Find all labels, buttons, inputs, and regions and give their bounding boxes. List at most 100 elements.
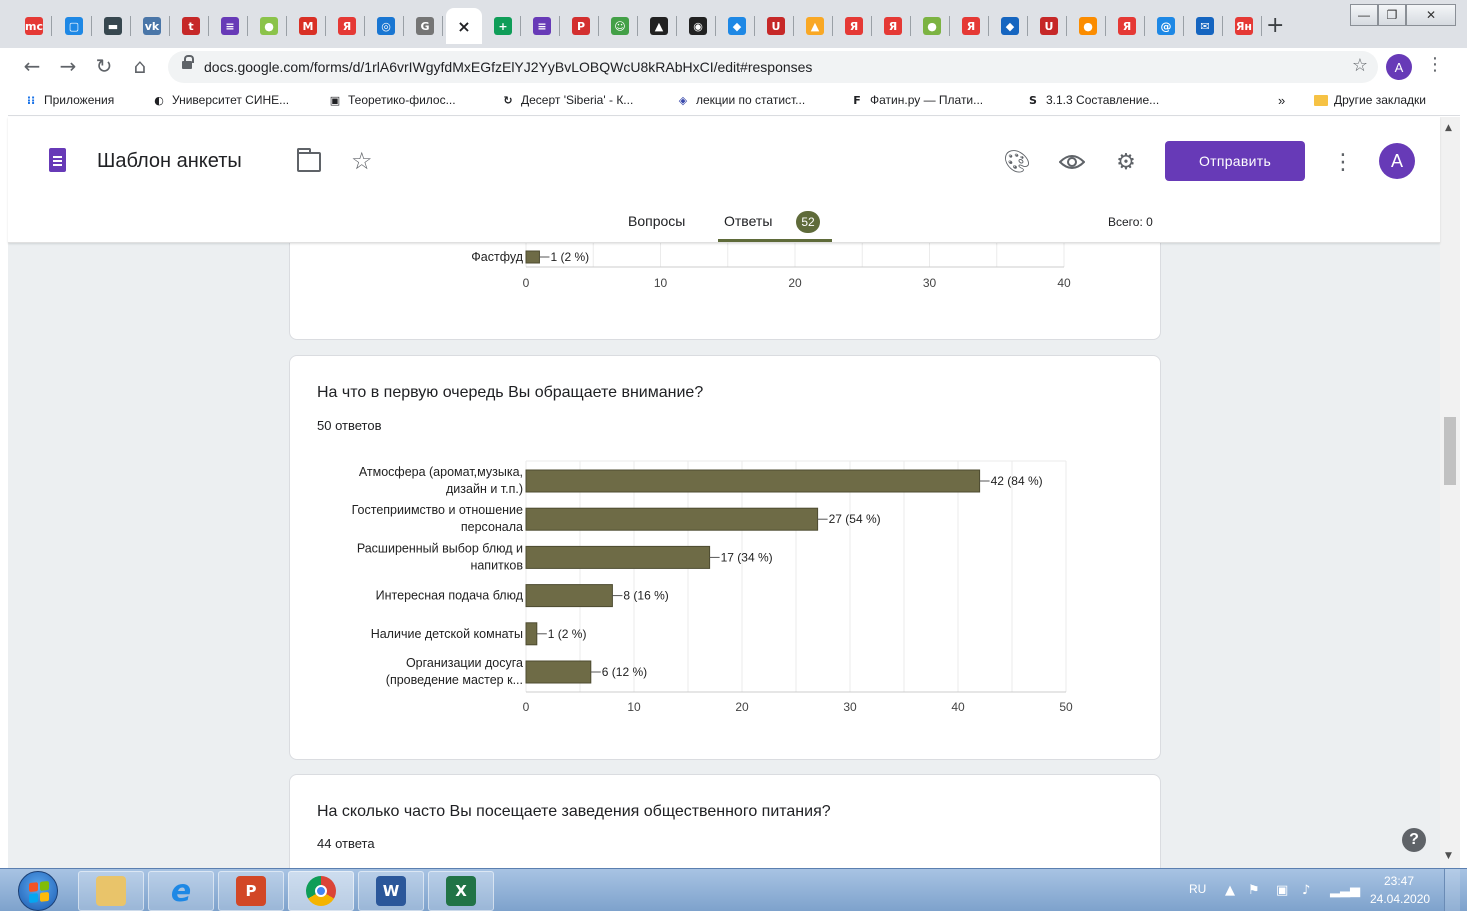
browser-tab[interactable]: ● — [914, 8, 950, 44]
browser-tab[interactable]: M — [290, 8, 326, 44]
tab-responses[interactable]: Ответы — [724, 213, 773, 229]
help-button[interactable]: ? — [1402, 828, 1426, 852]
close-window-button[interactable]: ✕ — [1406, 4, 1456, 26]
browser-tab[interactable]: + — [485, 8, 521, 44]
browser-tab[interactable]: ☺ — [602, 8, 638, 44]
tab-questions[interactable]: Вопросы — [628, 213, 686, 229]
action-center-flag-icon[interactable]: ⚑ — [1248, 883, 1260, 898]
new-tab-button[interactable]: + — [1266, 13, 1285, 38]
scroll-thumb[interactable] — [1444, 417, 1456, 485]
maximize-button[interactable]: ❐ — [1378, 4, 1406, 26]
browser-tab[interactable]: × — [446, 8, 482, 44]
x-tick-label: 20 — [735, 700, 749, 714]
taskbar-explorer[interactable] — [78, 871, 144, 911]
bookmark-item[interactable]: ◐ Университет СИНЕ... — [152, 93, 289, 107]
browser-tab[interactable]: vk — [134, 8, 170, 44]
bookmark-item[interactable]: F Фатин.ру — Плати... — [850, 93, 983, 107]
tab-favicon-icon: × — [457, 16, 471, 36]
active-tab-indicator — [718, 239, 832, 242]
browser-tab[interactable]: Я — [329, 8, 365, 44]
reload-icon[interactable]: ↻ — [95, 54, 113, 78]
tab-favicon-icon: ☺ — [611, 17, 629, 35]
account-avatar[interactable]: A — [1379, 143, 1415, 179]
browser-tab[interactable]: P — [563, 8, 599, 44]
taskbar-powerpoint[interactable]: P — [218, 871, 284, 911]
browser-tab[interactable]: ● — [1070, 8, 1106, 44]
category-label: Атмосфера (аромат,музыка, — [359, 465, 523, 479]
forms-logo-icon[interactable] — [49, 148, 66, 172]
form-title[interactable]: Шаблон анкеты — [97, 150, 242, 172]
tab-favicon-icon: ● — [260, 17, 278, 35]
page-scrollbar[interactable]: ▲ ▼ — [1440, 117, 1460, 868]
bar — [525, 250, 540, 264]
browser-tab[interactable]: ◆ — [992, 8, 1028, 44]
browser-tab[interactable]: ▢ — [56, 8, 92, 44]
clock-date[interactable]: 24.04.2020 — [1370, 892, 1431, 906]
back-icon[interactable]: ← — [23, 54, 41, 78]
browser-tab[interactable]: ▲ — [797, 8, 833, 44]
star-icon[interactable]: ☆ — [351, 147, 373, 175]
tab-favicon-icon: ◉ — [689, 17, 707, 35]
more-bookmarks-button[interactable]: » — [1278, 93, 1286, 108]
bookmark-item[interactable]: ↻ Десерт 'Siberia' - К... — [501, 93, 633, 107]
browser-tab[interactable]: t — [173, 8, 209, 44]
browser-tab[interactable]: U — [758, 8, 794, 44]
browser-tab[interactable]: Я — [953, 8, 989, 44]
browser-tab[interactable]: ● — [251, 8, 287, 44]
send-button[interactable]: Отправить — [1165, 141, 1305, 181]
minimize-button[interactable]: — — [1350, 4, 1378, 26]
browser-tab[interactable]: Я — [836, 8, 872, 44]
tab-favicon-icon: Я — [338, 17, 356, 35]
browser-tab[interactable]: G — [407, 8, 443, 44]
taskbar-ie[interactable]: e — [148, 871, 214, 911]
bookmark-item[interactable]: ▣ Теоретико-филос... — [328, 93, 456, 107]
clock-time[interactable]: 23:47 — [1384, 874, 1415, 888]
browser-tab[interactable]: ◉ — [680, 8, 716, 44]
network-signal-icon[interactable]: ▂▃▅ — [1330, 883, 1360, 898]
bookmark-item[interactable]: S 3.1.3 Составление... — [1026, 93, 1159, 107]
tab-favicon-icon: vk — [143, 17, 161, 35]
scroll-down-icon[interactable]: ▼ — [1445, 851, 1452, 861]
profile-avatar[interactable]: A — [1386, 54, 1412, 80]
taskbar-chrome[interactable] — [288, 871, 354, 911]
tab-favicon-icon: @ — [1157, 17, 1175, 35]
tray-expand-icon[interactable]: ▲ — [1225, 883, 1235, 898]
chrome-menu-icon[interactable]: ⋮ — [1426, 54, 1444, 75]
browser-tab[interactable]: ◆ — [719, 8, 755, 44]
taskbar-excel[interactable]: X — [428, 871, 494, 911]
bookmark-item[interactable]: ⁝⁝ Приложения — [24, 93, 114, 107]
address-bar[interactable]: docs.google.com/forms/d/1rlA6vrIWgyfdMxE… — [168, 51, 1378, 83]
x-tick-label: 40 — [1057, 276, 1071, 290]
browser-tab[interactable]: ▬ — [95, 8, 131, 44]
settings-gear-icon[interactable]: ⚙ — [1116, 149, 1136, 175]
browser-tab[interactable]: ≡ — [524, 8, 560, 44]
scroll-up-icon[interactable]: ▲ — [1445, 123, 1452, 133]
show-desktop-button[interactable] — [1444, 869, 1460, 911]
browser-tab[interactable]: Я — [875, 8, 911, 44]
browser-tab[interactable]: mc — [16, 8, 52, 44]
palette-icon[interactable]: 🎨︎ — [1003, 149, 1031, 175]
browser-tab[interactable]: ✉ — [1187, 8, 1223, 44]
browser-tab[interactable]: U — [1031, 8, 1067, 44]
browser-tab[interactable]: ▲ — [641, 8, 677, 44]
forward-icon[interactable]: → — [59, 54, 77, 78]
preview-eye-icon[interactable] — [1057, 147, 1087, 177]
start-button[interactable] — [18, 871, 58, 911]
volume-icon[interactable]: ♪ — [1302, 883, 1311, 898]
bookmark-star-icon[interactable]: ☆ — [1351, 55, 1368, 76]
language-indicator[interactable]: RU — [1189, 882, 1207, 896]
taskbar-word[interactable]: W — [358, 871, 424, 911]
tab-favicon-icon: P — [572, 17, 590, 35]
home-icon[interactable]: ⌂ — [133, 54, 147, 78]
move-to-folder-icon[interactable] — [297, 148, 321, 172]
browser-tab[interactable]: Ян — [1226, 8, 1262, 44]
browser-tab[interactable]: @ — [1148, 8, 1184, 44]
browser-tab[interactable]: ◎ — [368, 8, 404, 44]
safely-remove-icon[interactable]: ▣ — [1276, 883, 1289, 898]
browser-tab[interactable]: Я — [1109, 8, 1145, 44]
browser-tab[interactable]: ≡ — [212, 8, 248, 44]
bookmark-item[interactable]: ◈ лекции по статист... — [676, 93, 805, 107]
other-bookmarks[interactable]: Другие закладки — [1314, 93, 1426, 107]
more-options-icon[interactable]: ⋮ — [1332, 149, 1354, 175]
powerpoint-icon: P — [236, 876, 266, 906]
